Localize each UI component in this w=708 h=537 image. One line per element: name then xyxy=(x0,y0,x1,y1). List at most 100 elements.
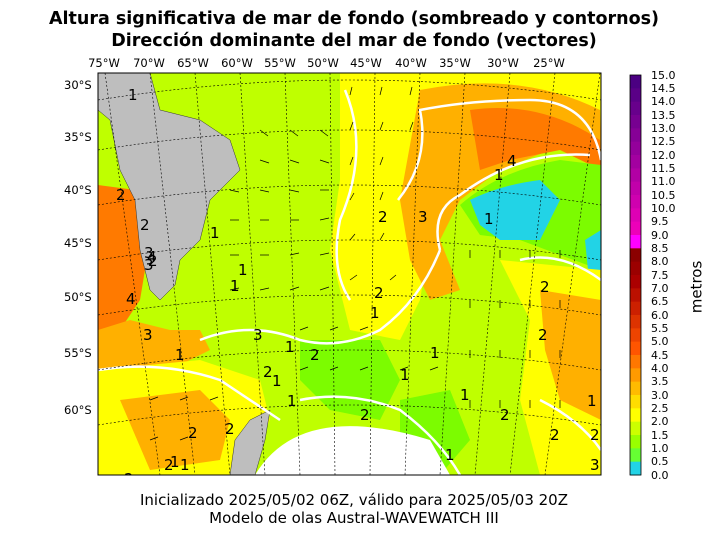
colorbar-tick-label: 12.0 xyxy=(651,148,676,162)
lat-label: 35°S xyxy=(64,130,92,144)
colorbar-tick-label: 11.0 xyxy=(651,175,676,189)
footer-init-valid: Inicializado 2025/05/02 06Z, válido para… xyxy=(140,491,568,509)
contour-label: 1 xyxy=(370,304,380,322)
lon-label: 25°W xyxy=(533,56,565,70)
colorbar-swatch xyxy=(630,248,641,263)
colorbar-swatch xyxy=(630,275,641,289)
contour-label: 3 xyxy=(253,326,263,344)
contour-label: 2 xyxy=(360,406,370,424)
contour-labels: 1 1 2 3 4 3 2 2 2 3 1 1 1 2 1 1 1 2 2 3 … xyxy=(116,86,600,488)
contour-label: 3 xyxy=(143,326,153,344)
colorbar-swatch xyxy=(630,368,641,383)
colorbar-tick-label: 10.5 xyxy=(651,188,676,202)
contour-label: 1 xyxy=(484,210,494,228)
colorbar-tick-label: 1.0 xyxy=(651,441,669,455)
colorbar-tick-label: 9.5 xyxy=(651,215,669,229)
contour-label: 1 xyxy=(210,224,220,242)
contour-label: 2 xyxy=(164,456,174,474)
colorbar-swatch xyxy=(630,301,641,316)
lon-label: 50°W xyxy=(307,56,339,70)
colorbar-tick-label: 6.0 xyxy=(651,308,669,322)
lon-label: 40°W xyxy=(395,56,427,70)
colorbar-tick-label: 1.5 xyxy=(651,428,669,442)
contour-label: 2 xyxy=(378,208,388,226)
lon-label: 30°W xyxy=(487,56,519,70)
contour-label: 1 xyxy=(460,386,470,404)
colorbar-swatch xyxy=(630,155,641,169)
colorbar-swatch xyxy=(630,435,641,449)
contour-label: 1 xyxy=(170,453,180,471)
contour-label: 2 xyxy=(124,470,134,488)
colorbar-swatch xyxy=(630,328,641,343)
colorbar-tick-label: 11.5 xyxy=(651,161,676,175)
colorbar-tick-label: 10.0 xyxy=(651,201,676,215)
colorbar-swatch xyxy=(630,128,641,143)
colorbar-swatch xyxy=(630,355,641,369)
colorbar-tick-label: 9.0 xyxy=(651,228,669,242)
contour-label: 1 xyxy=(430,344,440,362)
lat-label: 30°S xyxy=(64,78,92,92)
colorbar-swatch xyxy=(630,88,641,103)
colorbar-swatch xyxy=(630,208,641,223)
contour-label: 1 xyxy=(272,372,282,390)
contour-label: 1 xyxy=(238,261,248,279)
lon-label: 55°W xyxy=(264,56,296,70)
lon-label: 75°W xyxy=(88,56,120,70)
map-title-line2: Dirección dominante del mar de fondo (ve… xyxy=(111,31,597,51)
contour-label: 1 xyxy=(494,166,504,184)
contour-label: 2 xyxy=(538,326,548,344)
contour-label: 1 xyxy=(128,86,138,104)
contour-label: 1 xyxy=(230,277,240,295)
lat-label: 50°S xyxy=(64,290,92,304)
lat-label: 45°S xyxy=(64,236,92,250)
contour-label: 2 xyxy=(310,346,320,364)
colorbar-swatch xyxy=(630,235,641,249)
contour-label: 1 xyxy=(285,338,295,356)
contour-label: 2 xyxy=(263,363,273,381)
lat-label: 55°S xyxy=(64,346,92,360)
colorbar-swatch xyxy=(630,221,641,236)
colorbar-tick-label: 14.5 xyxy=(651,81,676,95)
lon-label: 70°W xyxy=(133,56,165,70)
contour-label: 3 xyxy=(144,256,154,274)
colorbar-tick-label: 4.0 xyxy=(651,361,669,375)
colorbar-tick-label: 2.5 xyxy=(651,401,669,415)
footer-model: Modelo de olas Austral-WAVEWATCH III xyxy=(209,509,499,527)
contour-label: 4 xyxy=(126,290,136,308)
colorbar-swatch xyxy=(630,381,641,396)
colorbar-swatch xyxy=(630,408,641,423)
contour-label: 2 xyxy=(374,284,384,302)
contour-label: 3 xyxy=(418,208,428,226)
contour-label: 4 xyxy=(147,248,157,266)
colorbar-tick-label: 8.0 xyxy=(651,255,669,269)
colorbar-tick-label: 8.5 xyxy=(651,241,669,255)
colorbar-swatch xyxy=(630,101,641,116)
colorbar-tick-label: 2.0 xyxy=(651,415,669,429)
lon-label: 35°W xyxy=(439,56,471,70)
lat-label: 60°S xyxy=(64,403,92,417)
colorbar-swatch xyxy=(630,341,641,356)
contour-label: 1 xyxy=(175,346,185,364)
contour-label: 2 xyxy=(116,186,126,204)
contour-label: 1 xyxy=(180,456,190,474)
colorbar-tick-label: 4.5 xyxy=(651,348,669,362)
colorbar-tick-label: 13.5 xyxy=(651,108,676,122)
colorbar-swatch xyxy=(630,315,641,329)
colorbar-swatch xyxy=(630,195,641,209)
contour-label: 1 xyxy=(445,446,455,464)
contour-label: 2 xyxy=(225,420,235,438)
contour-label: 1 xyxy=(287,392,297,410)
lon-label: 45°W xyxy=(350,56,382,70)
colorbar-tick-label: 7.0 xyxy=(651,281,669,295)
colorbar-tick-label: 14.0 xyxy=(651,95,676,109)
colorbar-swatch xyxy=(630,288,641,303)
colorbar-swatch xyxy=(630,115,641,129)
colorbar-tick-label: 7.5 xyxy=(651,268,669,282)
colorbar-swatch xyxy=(630,168,641,183)
contour-label: 3 xyxy=(590,456,600,474)
lat-label: 40°S xyxy=(64,183,92,197)
colorbar-tick-label: 3.5 xyxy=(651,375,669,389)
colorbar-tick-label: 13.0 xyxy=(651,121,676,135)
contour-label: 2 xyxy=(188,424,198,442)
